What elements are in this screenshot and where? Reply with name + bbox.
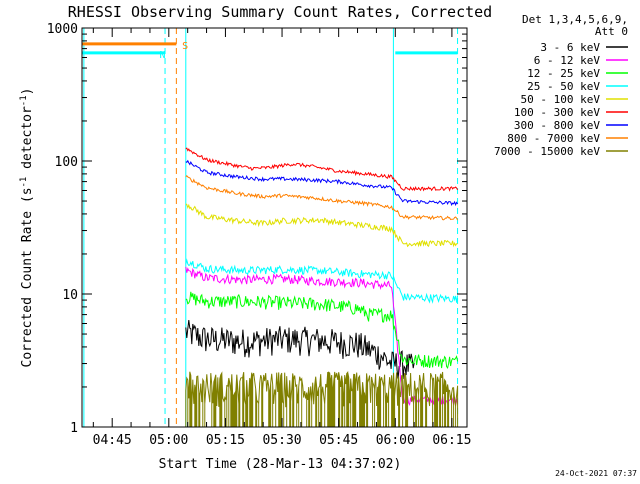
y-axis-label: Corrected Count Rate (s-1 detector-1) [19, 88, 35, 368]
y-tick-label: 1000 [47, 22, 78, 37]
y-tick-label: 100 [55, 155, 78, 170]
y-axis-label-part: detector [20, 106, 35, 177]
series-line-25-50-kev [185, 258, 459, 304]
plot-area: SN [82, 28, 459, 427]
chart-title: RHESSI Observing Summary Count Rates, Co… [68, 3, 492, 21]
legend-header-0: Det 1,3,4,5,6,9, [522, 13, 628, 26]
plot-frame [81, 27, 468, 428]
series-line-800-7000-kev [185, 175, 459, 221]
x-axis-label: Start Time (28-Mar-13 04:37:02) [159, 457, 402, 472]
series-line-12-25-kev [185, 291, 459, 370]
flag-label-n: N [159, 50, 165, 61]
legend-label: 7000 - 15000 keV [494, 145, 600, 158]
legend-label: 300 - 800 keV [514, 119, 600, 132]
legend-label: 25 - 50 keV [527, 80, 600, 93]
x-tick-label: 05:30 [262, 433, 301, 448]
flag-label-s: S [182, 41, 188, 52]
legend-header-1: Att 0 [595, 25, 628, 38]
series-line-7000-15000-kev [185, 371, 459, 427]
legend-label: 50 - 100 keV [521, 93, 601, 106]
legend-label: 12 - 25 keV [527, 67, 600, 80]
x-tick-label: 05:45 [319, 433, 358, 448]
y-tick-label: 10 [62, 288, 78, 303]
footer-date: 24-Oct-2021 07:37 [555, 469, 637, 478]
series-line-300-800-kev [185, 159, 459, 207]
legend-label: 100 - 300 keV [514, 106, 600, 119]
y-axis-label-part: -1 [19, 95, 29, 106]
series-line-100-300-kev [185, 147, 459, 192]
axes: 04:45 05:00 05:15 05:30 05:45 06:00 06:15 1 10 10… [19, 22, 471, 448]
x-tick-label: 05:00 [149, 433, 188, 448]
x-tick-label: 06:15 [432, 433, 471, 448]
legend-label: 800 - 7000 keV [507, 132, 600, 145]
y-axis-label-part: Corrected Count Rate (s [20, 187, 35, 367]
y-axis-label-part: -1 [19, 177, 29, 188]
y-tick-label: 1 [70, 421, 78, 436]
legend-label: 3 - 6 keV [540, 41, 600, 54]
x-tick-label: 05:15 [206, 433, 245, 448]
x-tick-label: 04:45 [93, 433, 132, 448]
series-line-50-100-kev [185, 203, 458, 248]
series-line-3-6-kev [185, 319, 415, 380]
x-tick-label: 06:00 [376, 433, 415, 448]
legend-label: 6 - 12 keV [534, 54, 601, 67]
y-axis-label-part: ) [20, 88, 35, 96]
